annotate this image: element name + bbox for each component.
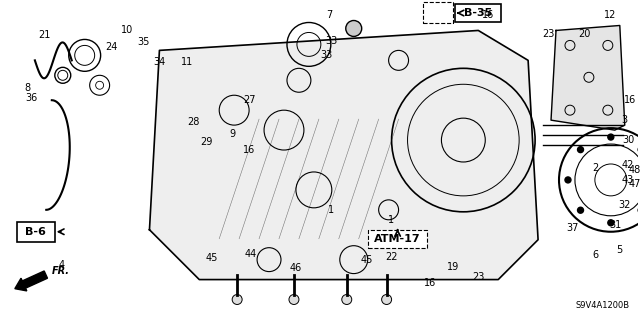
Text: 28: 28 [187, 117, 200, 127]
Circle shape [638, 147, 640, 152]
Text: 23: 23 [542, 29, 554, 40]
Text: 19: 19 [447, 262, 460, 271]
Text: 42: 42 [621, 160, 634, 170]
Text: 2: 2 [592, 163, 598, 173]
Text: 16: 16 [424, 278, 436, 287]
Text: 47: 47 [628, 179, 640, 189]
Circle shape [342, 294, 352, 304]
Text: 4: 4 [59, 260, 65, 270]
Circle shape [577, 147, 584, 152]
Text: 16: 16 [623, 95, 636, 105]
Text: 21: 21 [38, 30, 51, 41]
Polygon shape [551, 26, 625, 130]
Circle shape [608, 220, 614, 226]
FancyBboxPatch shape [368, 230, 428, 248]
Circle shape [638, 207, 640, 213]
Text: 23: 23 [472, 271, 484, 282]
Circle shape [289, 294, 299, 304]
Text: 44: 44 [245, 249, 257, 259]
Text: 34: 34 [154, 57, 166, 67]
Text: 1: 1 [328, 205, 334, 215]
Text: 29: 29 [200, 137, 212, 147]
Text: 22: 22 [385, 252, 398, 262]
Text: 10: 10 [122, 26, 134, 35]
Text: B-6: B-6 [26, 227, 46, 237]
Text: 24: 24 [106, 42, 118, 52]
Text: ATM-17: ATM-17 [374, 234, 421, 244]
Text: 31: 31 [610, 220, 622, 230]
Circle shape [565, 177, 571, 183]
Text: 6: 6 [593, 250, 599, 260]
Text: 45: 45 [360, 255, 373, 265]
Text: 33: 33 [321, 50, 333, 60]
Circle shape [608, 134, 614, 140]
Circle shape [381, 294, 392, 304]
Text: 32: 32 [619, 200, 631, 210]
Text: 20: 20 [579, 29, 591, 40]
Text: 37: 37 [567, 223, 579, 233]
Text: 36: 36 [26, 93, 38, 103]
Polygon shape [150, 30, 538, 279]
Circle shape [232, 294, 242, 304]
Text: 5: 5 [617, 245, 623, 255]
Circle shape [577, 207, 584, 213]
Text: 30: 30 [623, 135, 635, 145]
Text: 9: 9 [229, 129, 236, 139]
Text: 45: 45 [206, 253, 218, 263]
Text: 33: 33 [326, 36, 338, 47]
Text: 16: 16 [243, 145, 255, 155]
Text: B-35: B-35 [464, 8, 492, 18]
Text: 3: 3 [621, 115, 628, 125]
Text: 8: 8 [25, 83, 31, 93]
Text: 35: 35 [138, 37, 150, 48]
Text: S9V4A1200B: S9V4A1200B [575, 301, 630, 310]
FancyBboxPatch shape [17, 222, 55, 242]
Text: 48: 48 [628, 165, 640, 175]
Text: 46: 46 [290, 263, 302, 273]
Circle shape [346, 20, 362, 36]
Text: 16: 16 [482, 10, 494, 19]
Text: 27: 27 [243, 95, 255, 105]
Text: 1: 1 [388, 215, 394, 225]
Text: FR.: FR. [52, 266, 70, 276]
Text: 12: 12 [604, 10, 616, 19]
FancyBboxPatch shape [456, 4, 501, 22]
FancyArrow shape [15, 271, 47, 291]
Text: 11: 11 [181, 57, 193, 67]
Text: 43: 43 [621, 175, 634, 185]
Text: 7: 7 [326, 10, 332, 19]
